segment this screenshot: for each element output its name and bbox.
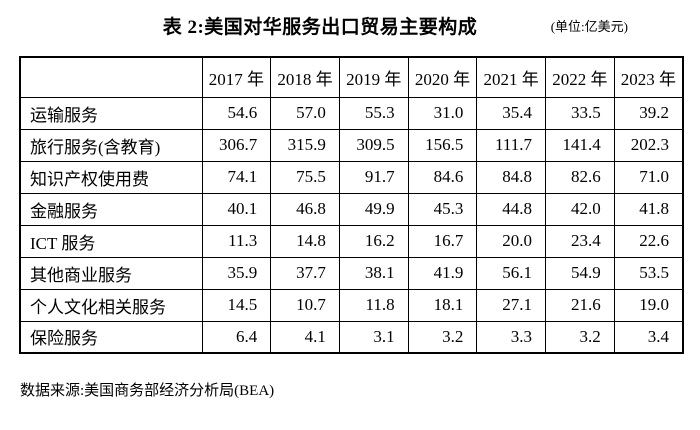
table-cell: 14.8 [270, 224, 340, 258]
table-row: ICT 服务 11.3 14.8 16.2 16.7 20.0 23.4 22.… [19, 224, 684, 258]
table-cell: 42.0 [545, 192, 615, 226]
row-label: 运输服务 [19, 96, 203, 130]
column-header-2022: 2022 年 [545, 56, 615, 98]
table-row: 其他商业服务 35.9 37.7 38.1 41.9 56.1 54.9 53.… [19, 256, 684, 290]
table-cell: 315.9 [270, 128, 340, 162]
row-label: 金融服务 [19, 192, 203, 226]
table-cell: 57.0 [270, 96, 340, 130]
table-cell: 16.7 [407, 224, 478, 258]
table-cell: 49.9 [338, 192, 409, 226]
unit-label: (单位:亿美元) [550, 19, 628, 34]
column-header-2023: 2023 年 [613, 56, 684, 98]
column-header-2021: 2021 年 [476, 56, 547, 98]
table-cell: 84.8 [476, 160, 547, 194]
table-title: 表 2:美国对华服务出口贸易主要构成 [162, 17, 478, 38]
table-cell: 56.1 [476, 256, 547, 290]
table-cell: 14.5 [201, 288, 272, 322]
table-cell: 37.7 [270, 256, 340, 290]
title-bar: 表 2:美国对华服务出口贸易主要构成 (单位:亿美元) [0, 0, 700, 56]
column-header-2018: 2018 年 [270, 56, 340, 98]
table-cell: 74.1 [201, 160, 272, 194]
table-row: 金融服务 40.1 46.8 49.9 45.3 44.8 42.0 41.8 [19, 192, 684, 226]
table-cell: 3.2 [545, 320, 615, 354]
table-cell: 54.9 [545, 256, 615, 290]
table-cell: 111.7 [476, 128, 547, 162]
data-source: 数据来源:美国商务部经济分析局(BEA) [20, 383, 275, 399]
row-label: 旅行服务(含教育) [19, 128, 203, 162]
table-cell: 306.7 [201, 128, 272, 162]
table-cell: 3.3 [476, 320, 547, 354]
table-cell: 35.4 [476, 96, 547, 130]
table-cell: 91.7 [338, 160, 409, 194]
table-cell: 4.1 [270, 320, 340, 354]
table-cell: 20.0 [476, 224, 547, 258]
table-cell: 202.3 [613, 128, 684, 162]
table-cell: 75.5 [270, 160, 340, 194]
table-row: 知识产权使用费 74.1 75.5 91.7 84.6 84.8 82.6 71… [19, 160, 684, 194]
row-label: 其他商业服务 [19, 256, 203, 290]
table-cell: 41.9 [407, 256, 478, 290]
table-row: 旅行服务(含教育) 306.7 315.9 309.5 156.5 111.7 … [19, 128, 684, 162]
column-header-2019: 2019 年 [338, 56, 409, 98]
table-cell: 54.6 [201, 96, 272, 130]
table-cell: 3.2 [407, 320, 478, 354]
table-cell: 11.3 [201, 224, 272, 258]
table-cell: 3.1 [338, 320, 409, 354]
table-cell: 53.5 [613, 256, 684, 290]
table-cell: 18.1 [407, 288, 478, 322]
table-cell: 21.6 [545, 288, 615, 322]
table-cell: 6.4 [201, 320, 272, 354]
table-cell: 156.5 [407, 128, 478, 162]
column-header-empty [19, 56, 203, 98]
table-cell: 141.4 [545, 128, 615, 162]
table-cell: 41.8 [613, 192, 684, 226]
table-cell: 82.6 [545, 160, 615, 194]
table-cell: 44.8 [476, 192, 547, 226]
row-label: 个人文化相关服务 [19, 288, 203, 322]
table-cell: 33.5 [545, 96, 615, 130]
table-cell: 23.4 [545, 224, 615, 258]
table-cell: 38.1 [338, 256, 409, 290]
column-header-2020: 2020 年 [407, 56, 478, 98]
row-label: ICT 服务 [19, 224, 203, 258]
table-cell: 71.0 [613, 160, 684, 194]
table-cell: 16.2 [338, 224, 409, 258]
header-row: 2017 年 2018 年 2019 年 2020 年 2021 年 2022 … [19, 56, 684, 98]
table-cell: 27.1 [476, 288, 547, 322]
table-cell: 84.6 [407, 160, 478, 194]
row-label: 知识产权使用费 [19, 160, 203, 194]
table-cell: 55.3 [338, 96, 409, 130]
table-cell: 3.4 [613, 320, 684, 354]
table-row: 保险服务 6.4 4.1 3.1 3.2 3.3 3.2 3.4 [19, 320, 684, 354]
table-cell: 39.2 [613, 96, 684, 130]
table-cell: 40.1 [201, 192, 272, 226]
table-cell: 46.8 [270, 192, 340, 226]
table-cell: 10.7 [270, 288, 340, 322]
table-cell: 309.5 [338, 128, 409, 162]
table-cell: 19.0 [613, 288, 684, 322]
services-export-table: 2017 年 2018 年 2019 年 2020 年 2021 年 2022 … [19, 56, 684, 354]
table-cell: 45.3 [407, 192, 478, 226]
table-cell: 22.6 [613, 224, 684, 258]
column-header-2017: 2017 年 [201, 56, 272, 98]
table-cell: 35.9 [201, 256, 272, 290]
table-cell: 11.8 [338, 288, 409, 322]
table-cell: 31.0 [407, 96, 478, 130]
table-row: 运输服务 54.6 57.0 55.3 31.0 35.4 33.5 39.2 [19, 96, 684, 130]
row-label: 保险服务 [19, 320, 203, 354]
table-row: 个人文化相关服务 14.5 10.7 11.8 18.1 27.1 21.6 1… [19, 288, 684, 322]
